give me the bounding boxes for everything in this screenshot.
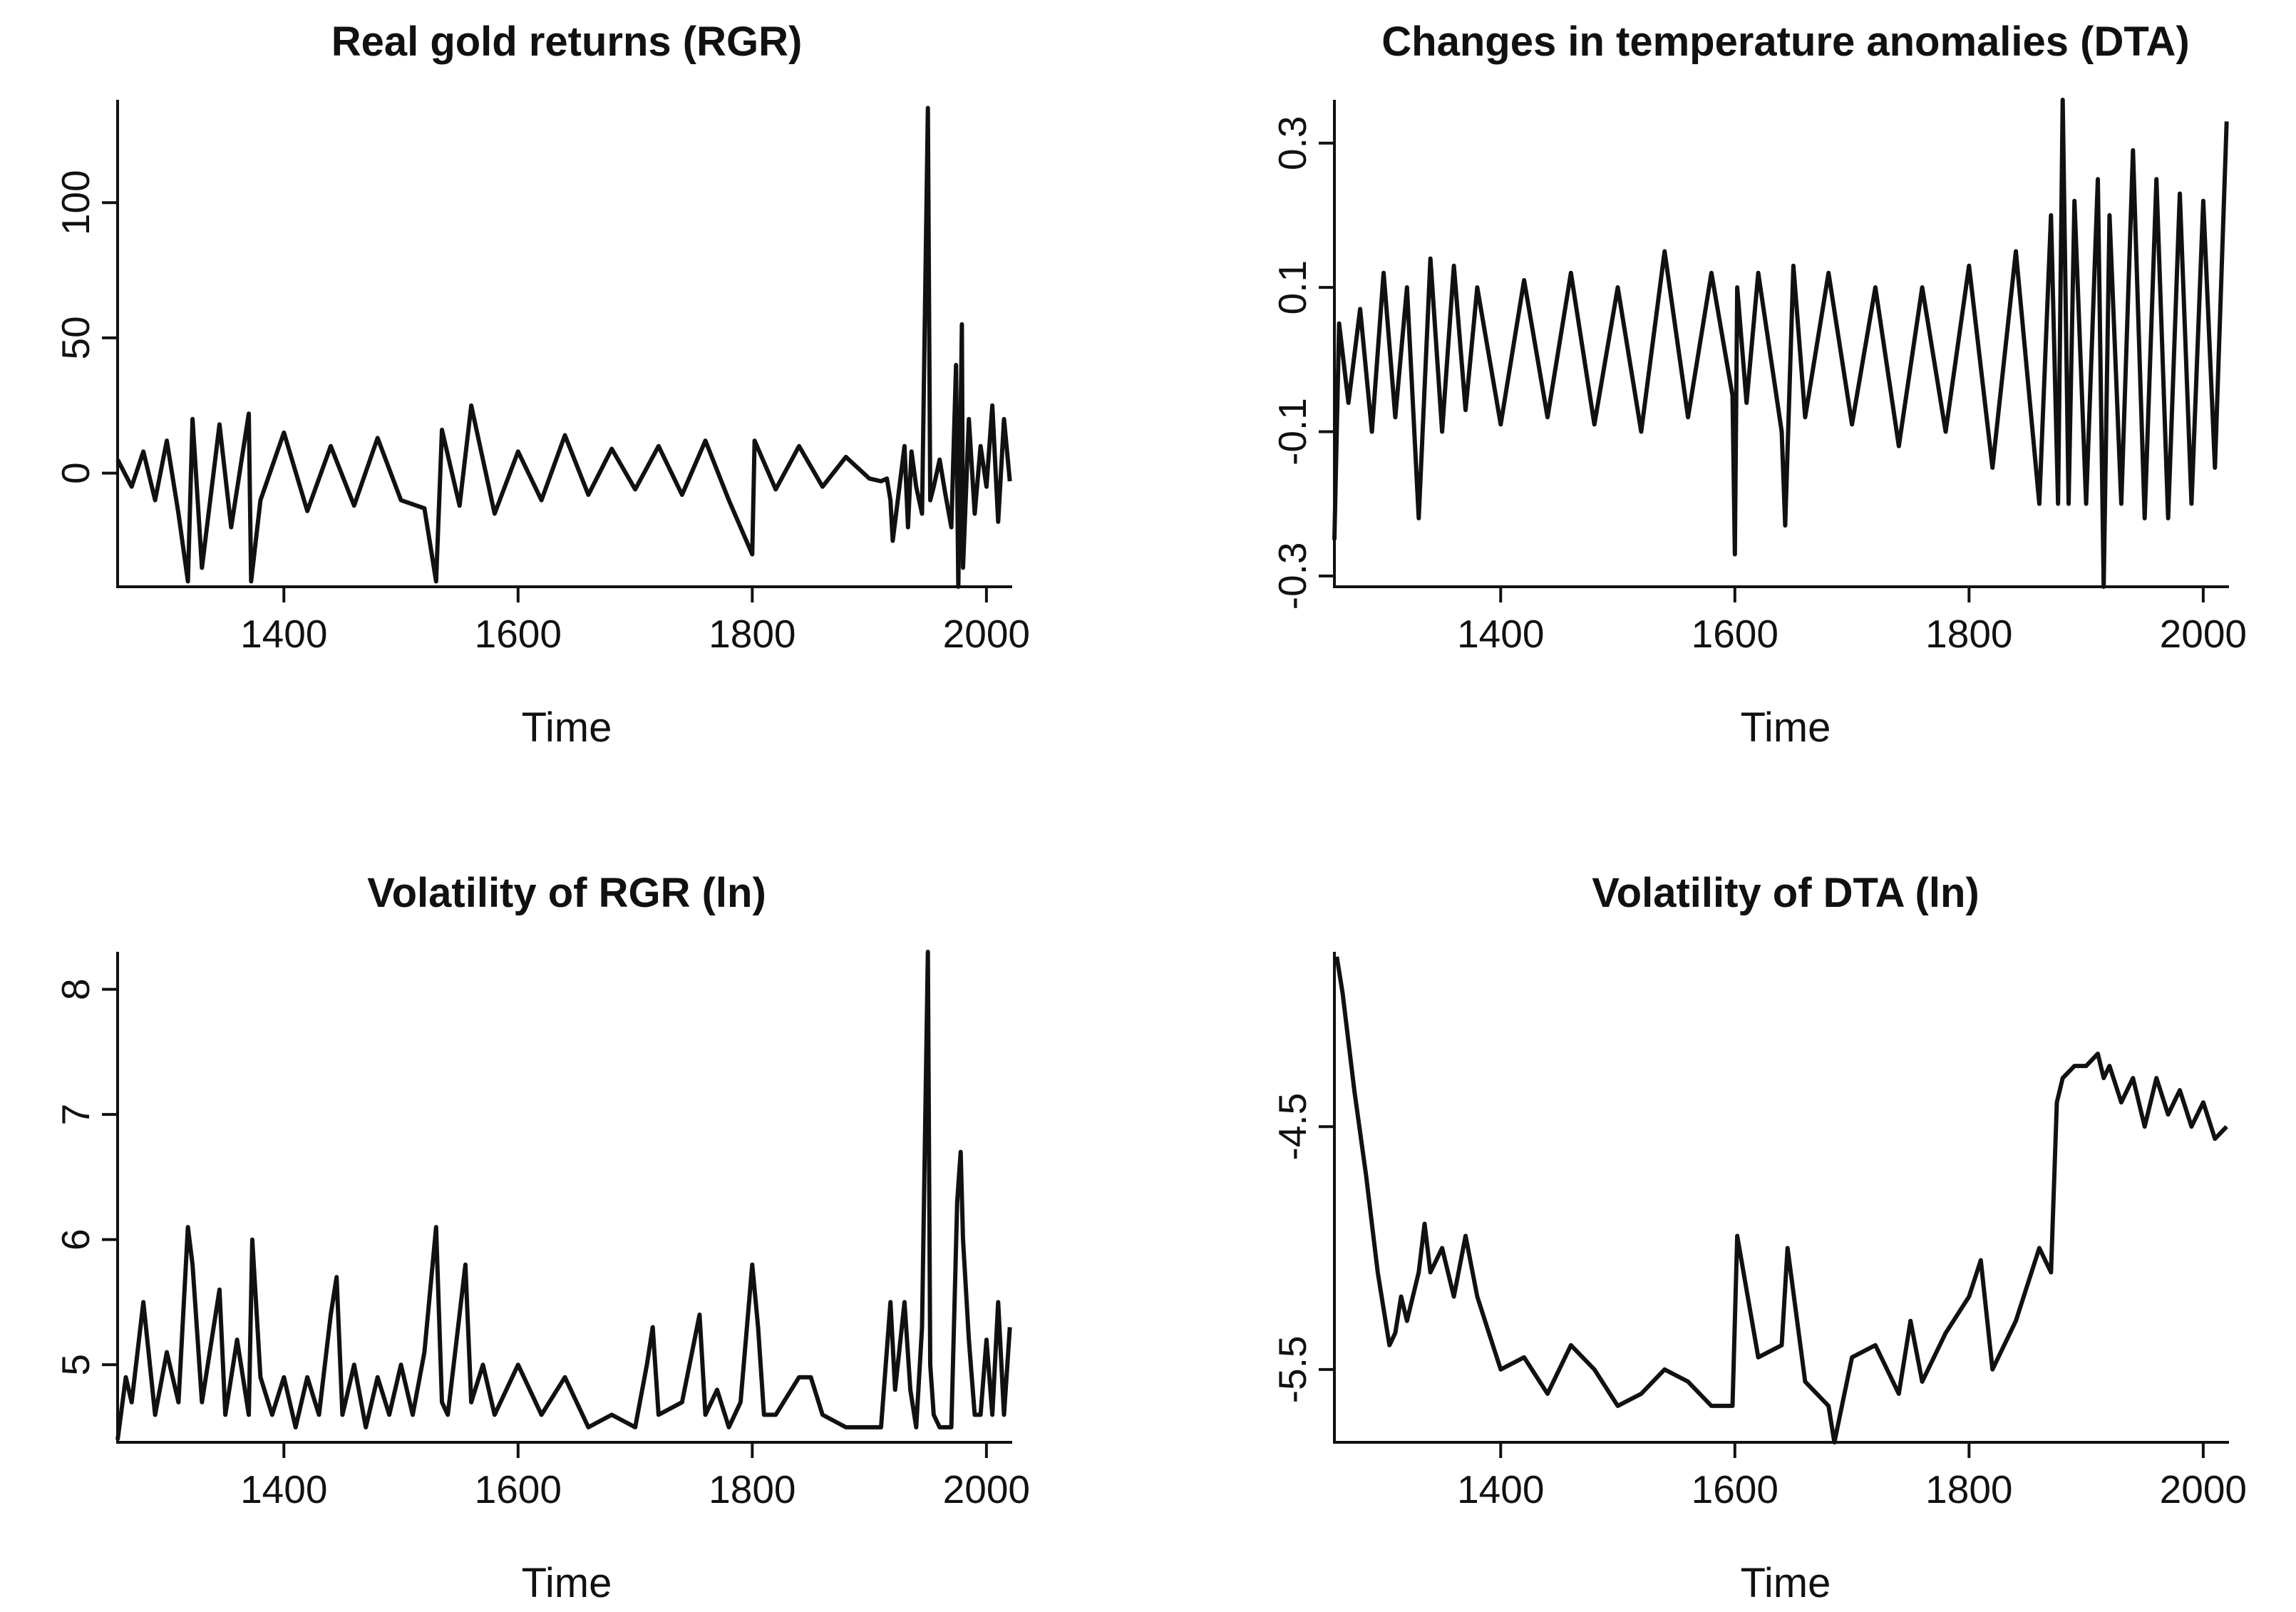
panel-rgr-y-tick-label: 100 bbox=[53, 170, 98, 235]
panel-vol-rgr-x-tick-label: 1600 bbox=[475, 1467, 562, 1511]
panel-vol-dta-x-tick-label: 1400 bbox=[1457, 1467, 1544, 1511]
panel-dta-x-label: Time bbox=[1741, 704, 1831, 751]
panel-dta: Changes in temperature anomalies (DTA) 1… bbox=[1270, 19, 2247, 751]
panel-vol-rgr-series-line bbox=[115, 950, 1012, 1440]
panel-rgr-series-line bbox=[115, 106, 1012, 589]
panel-dta-x-ticks: 1400 1600 1800 2000 bbox=[1457, 587, 2247, 656]
panel-vol-rgr-y-tick-label: 8 bbox=[53, 978, 98, 1000]
panel-vol-dta-series-line bbox=[1334, 956, 2228, 1444]
panel-vol-rgr-x-ticks: 1400 1600 1800 2000 bbox=[240, 1442, 1030, 1511]
panel-vol-rgr-x-tick-label: 1400 bbox=[240, 1467, 327, 1511]
panel-dta-y-tick-label: -0.1 bbox=[1270, 398, 1314, 466]
panel-vol-dta-title: Volatility of DTA (ln) bbox=[1592, 870, 1979, 916]
panel-vol-rgr-x-tick-label: 2000 bbox=[943, 1467, 1030, 1511]
panel-dta-y-ticks: -0.3 -0.1 0.1 0.3 bbox=[1270, 115, 1334, 610]
panel-rgr-x-tick-label: 1400 bbox=[240, 612, 327, 656]
panel-rgr: Real gold returns (RGR) 1400 1600 1800 2000… bbox=[53, 19, 1030, 751]
panel-vol-dta-y-tick-label: -5.5 bbox=[1270, 1335, 1314, 1403]
panel-rgr-y-ticks: 0 50 100 bbox=[53, 170, 118, 484]
panel-vol-rgr-x-tick-label: 1800 bbox=[709, 1467, 796, 1511]
panel-vol-dta-x-tick-label: 1800 bbox=[1925, 1467, 2012, 1511]
panel-dta-y-tick-label: 0.1 bbox=[1270, 260, 1314, 314]
panel-vol-dta-axes bbox=[1333, 952, 2229, 1444]
panel-dta-y-tick-label: -0.3 bbox=[1270, 542, 1314, 610]
panel-dta-y-tick-label: 0.3 bbox=[1270, 115, 1314, 170]
panel-vol-dta-y-ticks: -5.5 -4.5 bbox=[1270, 1093, 1334, 1403]
panel-rgr-x-ticks: 1400 1600 1800 2000 bbox=[240, 587, 1030, 656]
panel-vol-dta-x-tick-label: 2000 bbox=[2160, 1467, 2247, 1511]
panel-vol-dta-y-tick-label: -4.5 bbox=[1270, 1093, 1314, 1161]
panel-vol-dta-x-ticks: 1400 1600 1800 2000 bbox=[1457, 1442, 2247, 1511]
panel-rgr-y-tick-label: 50 bbox=[53, 316, 98, 359]
panel-rgr-x-tick-label: 2000 bbox=[943, 612, 1030, 656]
panel-vol-dta-x-tick-label: 1600 bbox=[1692, 1467, 1778, 1511]
panel-rgr-y-tick-label: 0 bbox=[53, 462, 98, 484]
panel-rgr-title: Real gold returns (RGR) bbox=[331, 19, 803, 65]
panel-rgr-axes bbox=[116, 100, 1012, 588]
panel-vol-rgr-x-label: Time bbox=[522, 1560, 612, 1606]
panel-vol-rgr-title: Volatility of RGR (ln) bbox=[367, 870, 766, 916]
panel-rgr-x-label: Time bbox=[522, 704, 612, 751]
panel-vol-rgr-y-ticks: 5 6 7 8 bbox=[53, 978, 118, 1375]
panel-dta-axes bbox=[1333, 100, 2229, 588]
panel-vol-rgr: Volatility of RGR (ln) 1400 1600 1800 2000 … bbox=[53, 870, 1030, 1606]
panel-dta-x-tick-label: 1800 bbox=[1925, 612, 2012, 656]
panel-dta-x-tick-label: 1600 bbox=[1692, 612, 1778, 656]
panel-dta-x-tick-label: 1400 bbox=[1457, 612, 1544, 656]
panel-rgr-x-tick-label: 1600 bbox=[475, 612, 562, 656]
panel-dta-x-tick-label: 2000 bbox=[2160, 612, 2247, 656]
panel-vol-dta-x-label: Time bbox=[1741, 1560, 1831, 1606]
panel-vol-rgr-y-tick-label: 5 bbox=[53, 1354, 98, 1376]
panel-dta-title: Changes in temperature anomalies (DTA) bbox=[1381, 19, 2189, 65]
panel-vol-dta: Volatility of DTA (ln) 1400 1600 1800 2000 … bbox=[1270, 870, 2247, 1606]
panel-dta-series-line bbox=[1332, 98, 2229, 589]
panel-vol-rgr-y-tick-label: 6 bbox=[53, 1228, 98, 1251]
panel-rgr-x-tick-label: 1800 bbox=[709, 612, 796, 656]
panel-vol-rgr-y-tick-label: 7 bbox=[53, 1104, 98, 1126]
